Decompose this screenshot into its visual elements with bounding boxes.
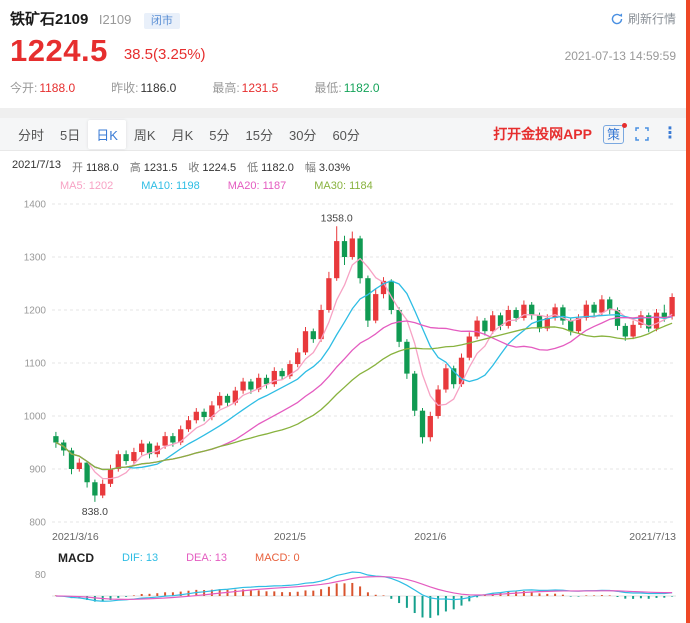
stat-open-value: 1188.0 bbox=[39, 81, 76, 95]
last-price: 1224.5 bbox=[10, 33, 108, 68]
macd-header: MACD DIF: 13 DEA: 13 MACD: 0 bbox=[0, 548, 690, 566]
strategy-badge[interactable]: 策 bbox=[602, 122, 627, 144]
info-close: 收 1224.5 bbox=[188, 159, 236, 175]
svg-text:900: 900 bbox=[29, 465, 46, 476]
open-app-link[interactable]: 打开金投网APP bbox=[493, 126, 592, 142]
quote-timestamp: 2021-07-13 14:59:59 bbox=[564, 49, 676, 63]
tab-monthly-k[interactable]: 月K bbox=[171, 127, 194, 143]
info-high-value: 1231.5 bbox=[143, 162, 178, 174]
period-tab-bar: 分时 5日 日K 周K 月K 5分 15分 30分 60分 打开金投网APP 策… bbox=[0, 118, 690, 151]
svg-text:1358.0: 1358.0 bbox=[321, 212, 353, 224]
more-menu-icon[interactable]: ⋮ bbox=[662, 125, 678, 142]
info-range-value: 3.03% bbox=[318, 162, 351, 174]
stat-high-label: 最高: bbox=[212, 81, 240, 95]
tab-5min[interactable]: 5分 bbox=[209, 127, 230, 143]
svg-text:2021/5: 2021/5 bbox=[274, 531, 306, 543]
info-close-value: 1224.5 bbox=[202, 162, 237, 174]
ma30-legend: MA30: 1184 bbox=[314, 180, 373, 192]
tab-30min[interactable]: 30分 bbox=[288, 127, 317, 143]
info-open-value: 1188.0 bbox=[85, 162, 119, 174]
svg-text:1400: 1400 bbox=[24, 200, 47, 211]
stat-low-label: 最低: bbox=[314, 81, 342, 95]
info-high: 高 1231.5 bbox=[130, 159, 178, 175]
svg-text:838.0: 838.0 bbox=[82, 506, 108, 518]
notification-dot bbox=[622, 122, 627, 128]
stat-high: 最高: 1231.5 bbox=[212, 79, 278, 96]
info-low-value: 1182.0 bbox=[261, 162, 294, 174]
info-open-label: 开 bbox=[71, 162, 83, 174]
market-status-badge: 闭市 bbox=[143, 13, 180, 29]
right-edge-strip bbox=[686, 0, 690, 623]
candlestick-chart[interactable]: 1400 1300 1200 1100 1000 900 800 1358.0 838.0 202… bbox=[0, 194, 684, 548]
price-row: 1224.5 38.5(3.25%) 2021-07-13 14:59:59 bbox=[0, 29, 690, 66]
info-low: 低 1182.0 bbox=[247, 159, 294, 175]
ma-legend: MA5: 1202 MA10: 1198 MA20: 1187 MA30: 11… bbox=[0, 175, 690, 194]
info-low-label: 低 bbox=[247, 162, 259, 174]
info-range: 幅 3.03% bbox=[305, 159, 350, 175]
refresh-quotes-button[interactable]: 刷新行情 bbox=[610, 10, 676, 27]
stat-prev-close-label: 昨收: bbox=[111, 81, 139, 95]
stat-high-value: 1231.5 bbox=[241, 81, 279, 95]
stat-prev-close-value: 1186.0 bbox=[140, 81, 177, 95]
svg-text:80: 80 bbox=[35, 570, 47, 581]
svg-text:2021/6: 2021/6 bbox=[414, 531, 446, 543]
fullscreen-icon[interactable] bbox=[635, 127, 649, 141]
ma20-legend: MA20: 1187 bbox=[227, 180, 287, 192]
tab-60min[interactable]: 60分 bbox=[332, 127, 360, 143]
tab-5day[interactable]: 5日 bbox=[60, 127, 81, 143]
contract-code: I2109 bbox=[98, 12, 132, 27]
svg-text:1200: 1200 bbox=[24, 306, 47, 317]
ohlc-info-row: 2021/7/13 开 1188.0 高 1231.5 收 1224.5 低 1182.… bbox=[0, 151, 690, 175]
macd-value-label: MACD: 0 bbox=[255, 552, 300, 564]
macd-chart[interactable]: 80 bbox=[0, 566, 684, 623]
svg-text:1300: 1300 bbox=[24, 253, 47, 264]
refresh-icon bbox=[611, 12, 623, 24]
svg-text:2021/7/13: 2021/7/13 bbox=[629, 531, 676, 543]
stat-prev-close: 昨收: 1186.0 bbox=[111, 79, 176, 96]
svg-text:2021/3/16: 2021/3/16 bbox=[52, 531, 99, 543]
stat-open: 今开: 1188.0 bbox=[10, 79, 75, 96]
section-divider bbox=[0, 108, 690, 118]
contract-title: 铁矿石2109 bbox=[10, 11, 89, 28]
tab-15min[interactable]: 15分 bbox=[245, 127, 273, 143]
stat-low-value: 1182.0 bbox=[343, 81, 380, 95]
svg-text:1000: 1000 bbox=[24, 412, 47, 423]
tab-bar-actions: 打开金投网APP 策 ⋮ bbox=[493, 122, 680, 144]
ma5-legend: MA5: 1202 bbox=[60, 180, 114, 192]
ma10-legend: MA10: 1198 bbox=[141, 180, 200, 192]
price-change: 38.5(3.25%) bbox=[123, 46, 206, 63]
svg-text:800: 800 bbox=[29, 518, 46, 529]
macd-title: MACD bbox=[58, 551, 94, 565]
quote-stats: 今开: 1188.0 昨收: 1186.0 最高: 1231.5 最低: 1182.0 bbox=[0, 66, 690, 108]
title-group: 铁矿石2109 I2109 闭市 bbox=[10, 8, 180, 29]
tab-minute[interactable]: 分时 bbox=[18, 127, 45, 143]
strategy-badge-label: 策 bbox=[606, 126, 620, 142]
macd-dif-label: DIF: 13 bbox=[122, 552, 159, 564]
info-range-label: 幅 bbox=[304, 162, 316, 174]
refresh-label: 刷新行情 bbox=[627, 12, 676, 26]
header: 铁矿石2109 I2109 闭市 刷新行情 bbox=[0, 0, 690, 29]
info-open: 开 1188.0 bbox=[72, 159, 119, 175]
info-high-label: 高 bbox=[129, 162, 141, 174]
info-close-label: 收 bbox=[188, 162, 200, 174]
stat-open-label: 今开: bbox=[10, 81, 38, 95]
stat-low: 最低: 1182.0 bbox=[314, 79, 379, 96]
tab-daily-k[interactable]: 日K bbox=[88, 119, 126, 149]
macd-dea-label: DEA: 13 bbox=[186, 552, 228, 564]
chart-date: 2021/7/13 bbox=[12, 159, 61, 171]
svg-text:1100: 1100 bbox=[24, 359, 46, 370]
tab-weekly-k[interactable]: 周K bbox=[133, 127, 156, 143]
